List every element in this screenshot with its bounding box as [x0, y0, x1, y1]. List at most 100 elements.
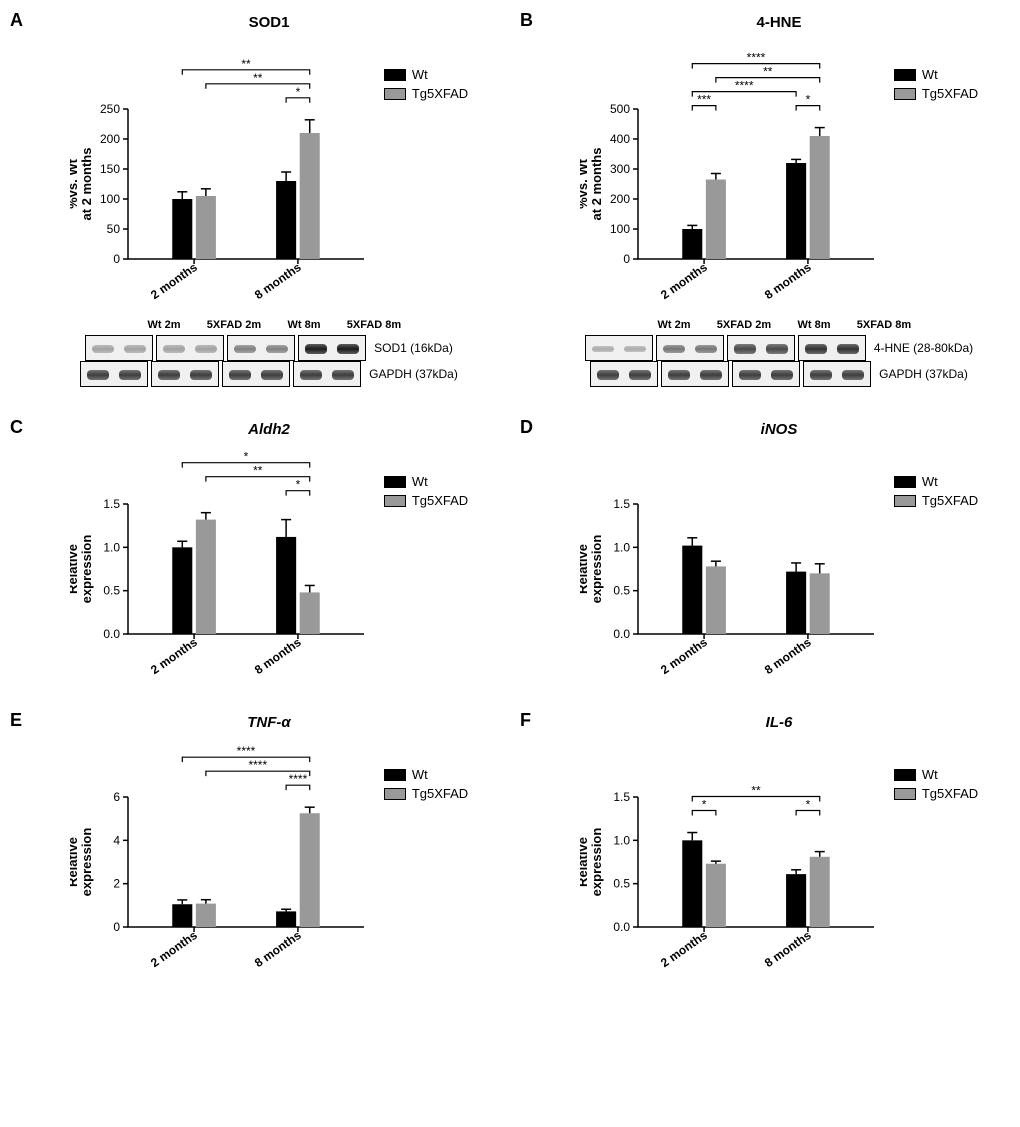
svg-text:50: 50: [106, 222, 120, 236]
blot-row-label: SOD1 (16kDa): [374, 341, 453, 355]
svg-text:expression: expression: [79, 828, 94, 897]
svg-text:**: **: [763, 65, 773, 79]
legend-wt-label: Wt: [922, 474, 938, 489]
blot-lane: [85, 335, 153, 361]
chart-title: 4-HNE: [756, 14, 801, 31]
svg-text:100: 100: [610, 222, 630, 236]
panel-a: ASOD1050100150200250%vs. Wtat 2 months2 …: [10, 10, 500, 387]
blot-row-label: 4-HNE (28-80kDa): [874, 341, 973, 355]
panel-b: B4-HNE0100200300400500%vs. Wtat 2 months…: [520, 10, 1010, 387]
svg-text:*: *: [295, 478, 300, 492]
svg-text:at 2 months: at 2 months: [79, 148, 94, 221]
svg-text:2 months: 2 months: [658, 260, 710, 302]
lane-label: 5XFAD 2m: [199, 319, 269, 331]
svg-text:300: 300: [610, 162, 630, 176]
legend-wt: Wt: [384, 474, 468, 489]
blot-lane: [798, 335, 866, 361]
svg-text:1.0: 1.0: [103, 540, 120, 554]
svg-text:2 months: 2 months: [658, 928, 710, 970]
svg-text:8 months: 8 months: [762, 260, 814, 302]
legend: Wt Tg5XFAD: [894, 474, 978, 512]
legend-tg: Tg5XFAD: [384, 786, 468, 801]
svg-text:***: ***: [697, 93, 711, 107]
blot-lane: [732, 361, 800, 387]
blot-lane: [156, 335, 224, 361]
blot-row: SOD1 (16kDa): [85, 335, 453, 361]
lane-label: Wt 2m: [129, 319, 199, 331]
blot-lane: [661, 361, 729, 387]
blot-lane: [656, 335, 724, 361]
legend-tg: Tg5XFAD: [894, 86, 978, 101]
panel-letter: F: [520, 710, 531, 731]
chart-title: Aldh2: [248, 421, 290, 438]
svg-text:**: **: [253, 71, 263, 85]
blot-row-label: GAPDH (37kDa): [879, 367, 968, 381]
svg-text:100: 100: [100, 192, 120, 206]
blot-lane: [803, 361, 871, 387]
blot-lane: [293, 361, 361, 387]
legend-tg-label: Tg5XFAD: [922, 786, 978, 801]
western-blot: Wt 2m5XFAD 2mWt 8m5XFAD 8m 4-HNE (28-80k…: [585, 319, 973, 387]
legend-wt: Wt: [384, 767, 468, 782]
svg-text:500: 500: [610, 102, 630, 116]
svg-text:expression: expression: [79, 535, 94, 604]
legend-wt: Wt: [384, 67, 468, 82]
legend-tg-label: Tg5XFAD: [922, 493, 978, 508]
legend: Wt Tg5XFAD: [894, 767, 978, 805]
lane-label: 5XFAD 8m: [339, 319, 409, 331]
legend: Wt Tg5XFAD: [384, 767, 468, 805]
lane-label: 5XFAD 2m: [709, 319, 779, 331]
panel-letter: C: [10, 417, 23, 438]
svg-text:0: 0: [113, 920, 120, 934]
svg-text:0.5: 0.5: [613, 584, 630, 598]
svg-text:****: ****: [236, 744, 255, 758]
svg-text:****: ****: [288, 772, 307, 786]
blot-lane: [727, 335, 795, 361]
legend-tg: Tg5XFAD: [384, 493, 468, 508]
svg-text:200: 200: [610, 192, 630, 206]
bar-chart: 0100200300400500%vs. Wtat 2 months2 mont…: [580, 37, 880, 305]
bar-chart: 0246Relativeexpression2 months8 months**…: [70, 737, 370, 973]
legend: Wt Tg5XFAD: [894, 67, 978, 105]
blot-lane: [151, 361, 219, 387]
blot-lane: [227, 335, 295, 361]
figure-grid: ASOD1050100150200250%vs. Wtat 2 months2 …: [10, 10, 1010, 973]
svg-text:****: ****: [248, 758, 267, 772]
blot-lane-labels: Wt 2m5XFAD 2mWt 8m5XFAD 8m: [639, 319, 919, 331]
svg-text:400: 400: [610, 132, 630, 146]
svg-text:2: 2: [113, 877, 120, 891]
svg-text:****: ****: [746, 51, 765, 65]
panel-e: ETNF-α0246Relativeexpression2 months8 mo…: [10, 710, 500, 973]
svg-text:8 months: 8 months: [252, 928, 304, 970]
svg-text:*: *: [805, 798, 810, 812]
blot-lane-labels: Wt 2m5XFAD 2mWt 8m5XFAD 8m: [129, 319, 409, 331]
svg-text:at 2 months: at 2 months: [589, 148, 604, 221]
panel-d: DiNOS0.00.51.01.5Relativeexpression2 mon…: [520, 417, 1010, 680]
svg-text:2 months: 2 months: [658, 635, 710, 677]
legend-wt-label: Wt: [922, 767, 938, 782]
svg-text:0.0: 0.0: [613, 627, 630, 641]
svg-text:8 months: 8 months: [762, 928, 814, 970]
svg-text:2 months: 2 months: [148, 260, 200, 302]
blot-lane: [585, 335, 653, 361]
svg-text:expression: expression: [589, 535, 604, 604]
svg-text:*: *: [295, 85, 300, 99]
svg-text:*: *: [702, 798, 707, 812]
blot-lane: [298, 335, 366, 361]
svg-text:1.0: 1.0: [613, 833, 630, 847]
svg-text:8 months: 8 months: [252, 635, 304, 677]
legend-wt: Wt: [894, 67, 978, 82]
svg-text:1.5: 1.5: [103, 497, 120, 511]
legend-tg: Tg5XFAD: [894, 786, 978, 801]
panel-letter: E: [10, 710, 22, 731]
chart-title: iNOS: [761, 421, 798, 438]
panel-letter: A: [10, 10, 23, 31]
svg-text:*: *: [805, 93, 810, 107]
svg-text:6: 6: [113, 790, 120, 804]
legend: Wt Tg5XFAD: [384, 474, 468, 512]
legend-wt-label: Wt: [922, 67, 938, 82]
svg-text:1.0: 1.0: [613, 540, 630, 554]
svg-text:0.5: 0.5: [103, 584, 120, 598]
svg-text:4: 4: [113, 833, 120, 847]
bar-chart: 0.00.51.01.5Relativeexpression2 months8 …: [580, 444, 880, 680]
